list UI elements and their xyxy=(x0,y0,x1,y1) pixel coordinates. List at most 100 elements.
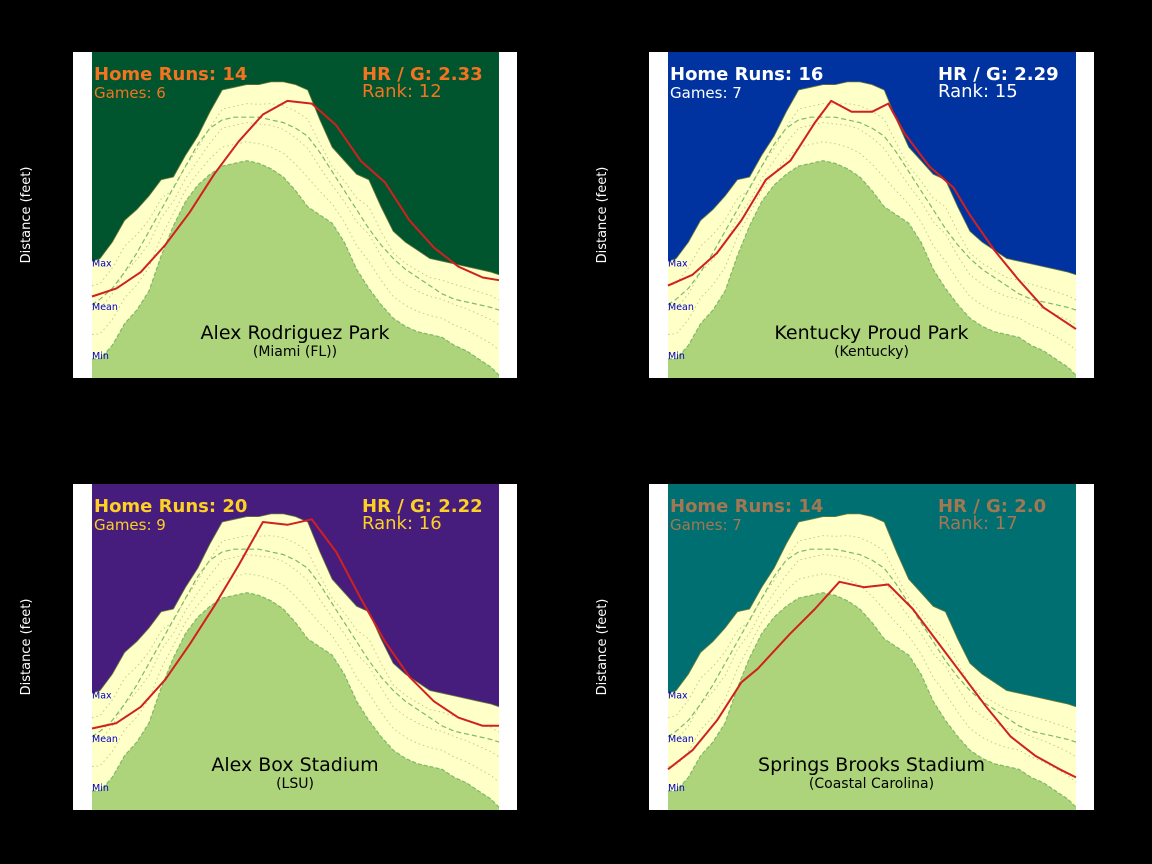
mean-distance-line xyxy=(667,548,1077,743)
y-tick-label: 400 xyxy=(40,102,59,113)
y-tick-label: 360 xyxy=(40,643,59,654)
max-distance-line xyxy=(91,81,500,276)
chart-panel-1: Max Mean Min 300 320 340 360 380 400 420 Distance … xyxy=(19,48,517,385)
y-tick-label: 400 xyxy=(616,534,635,545)
y-tick-label: 360 xyxy=(616,211,635,222)
y-tick-label: 320 xyxy=(40,319,59,330)
y-tick-label: 420 xyxy=(616,480,635,491)
band-label-max: Max xyxy=(92,259,112,270)
band-label-mean: Mean xyxy=(668,302,694,313)
band-label-min: Min xyxy=(668,783,685,794)
y-tick-label: 340 xyxy=(616,697,635,708)
y-tick-label: 420 xyxy=(40,480,59,491)
rank-label: Rank: 17 xyxy=(938,513,1018,534)
band-label-max: Max xyxy=(668,691,688,702)
max-distance-line xyxy=(667,513,1077,708)
home-runs-label: Home Runs: 16 xyxy=(670,64,823,85)
mean-distance-line xyxy=(667,116,1077,311)
y-tick-label: 420 xyxy=(40,48,59,59)
games-label: Games: 7 xyxy=(670,516,742,534)
band-label-max: Max xyxy=(92,691,112,702)
stadium-fence-line xyxy=(91,518,499,730)
max-distance-line xyxy=(91,513,500,708)
band-label-min: Min xyxy=(92,351,109,362)
contour-line xyxy=(91,535,500,733)
band-label-min: Min xyxy=(668,351,685,362)
mean-distance-line xyxy=(91,548,500,743)
band-label-mean: Mean xyxy=(92,734,118,745)
y-axis-label: Distance (feet) xyxy=(595,599,610,696)
band-label-min: Min xyxy=(92,783,109,794)
min-distance-line xyxy=(668,160,1077,376)
home-runs-label: Home Runs: 14 xyxy=(670,496,823,517)
contour-line xyxy=(91,103,500,301)
stadium-name: Springs Brooks Stadium xyxy=(758,754,985,776)
hr-per-game-label: HR / G: 2.29 xyxy=(938,64,1059,85)
max-distance-line xyxy=(667,81,1077,276)
y-tick-label: 300 xyxy=(616,374,635,385)
y-tick-label: 340 xyxy=(616,265,635,276)
y-tick-label: 380 xyxy=(40,588,59,599)
games-label: Games: 9 xyxy=(94,516,166,534)
min-distance-area xyxy=(668,160,1076,378)
min-distance-line xyxy=(92,160,500,376)
y-tick-label: 380 xyxy=(616,588,635,599)
home-runs-label: Home Runs: 20 xyxy=(94,496,247,517)
stadium-name: Alex Rodriguez Park xyxy=(201,322,390,344)
school-name: (LSU) xyxy=(276,776,314,792)
chart-panel-4: Max Mean Min 300 320 340 360 380 400 420 Distance … xyxy=(595,480,1094,817)
y-axis-label: Distance (feet) xyxy=(19,167,34,264)
rank-label: Rank: 16 xyxy=(362,513,442,534)
contour-line xyxy=(91,141,500,351)
chart-panel-3: Max Mean Min 300 320 340 360 380 400 420 Distance … xyxy=(19,480,517,817)
y-tick-label: 400 xyxy=(40,534,59,545)
contour-line xyxy=(91,554,500,758)
y-tick-label: 320 xyxy=(616,751,635,762)
band-label-max: Max xyxy=(668,259,688,270)
rank-label: Rank: 15 xyxy=(938,81,1018,102)
y-tick-label: 360 xyxy=(616,643,635,654)
stadium-name: Alex Box Stadium xyxy=(211,754,378,776)
y-tick-label: 360 xyxy=(40,211,59,222)
contour-line xyxy=(667,122,1077,326)
y-axis-label: Distance (feet) xyxy=(19,599,34,696)
min-distance-area xyxy=(92,592,499,810)
min-distance-area xyxy=(92,160,499,378)
y-tick-label: 420 xyxy=(616,48,635,59)
games-label: Games: 6 xyxy=(94,84,166,102)
school-name: (Miami (FL)) xyxy=(253,344,337,360)
contour-line xyxy=(667,554,1077,758)
y-tick-label: 300 xyxy=(40,374,59,385)
y-tick-label: 320 xyxy=(40,751,59,762)
chart-panel-2: Max Mean Min 300 320 340 360 380 400 420 Distance … xyxy=(595,48,1094,385)
games-label: Games: 7 xyxy=(670,84,742,102)
y-tick-label: 320 xyxy=(616,319,635,330)
stadium-name: Kentucky Proud Park xyxy=(774,322,968,344)
y-tick-label: 380 xyxy=(40,156,59,167)
contour-line xyxy=(667,141,1077,351)
school-name: (Kentucky) xyxy=(834,344,909,360)
contour-line xyxy=(91,122,500,326)
school-name: (Coastal Carolina) xyxy=(809,776,934,792)
band-label-mean: Mean xyxy=(92,302,118,313)
min-distance-line xyxy=(92,592,500,808)
home-runs-label: Home Runs: 14 xyxy=(94,64,247,85)
y-tick-label: 340 xyxy=(40,265,59,276)
hr-per-game-label: HR / G: 2.33 xyxy=(362,64,483,85)
y-tick-label: 340 xyxy=(40,697,59,708)
stadium-fence-line xyxy=(667,99,1077,330)
y-axis-label: Distance (feet) xyxy=(595,167,610,264)
hr-per-game-label: HR / G: 2.0 xyxy=(938,496,1046,517)
hr-per-game-label: HR / G: 2.22 xyxy=(362,496,483,517)
y-tick-label: 300 xyxy=(40,806,59,817)
stadium-fence-line xyxy=(667,580,1077,779)
contour-line xyxy=(667,573,1077,783)
band-label-mean: Mean xyxy=(668,734,694,745)
contour-line xyxy=(91,573,500,783)
rank-label: Rank: 12 xyxy=(362,81,442,102)
y-tick-label: 400 xyxy=(616,102,635,113)
stadium-fence-line xyxy=(91,99,500,298)
min-distance-line xyxy=(668,592,1077,808)
y-tick-label: 380 xyxy=(616,156,635,167)
